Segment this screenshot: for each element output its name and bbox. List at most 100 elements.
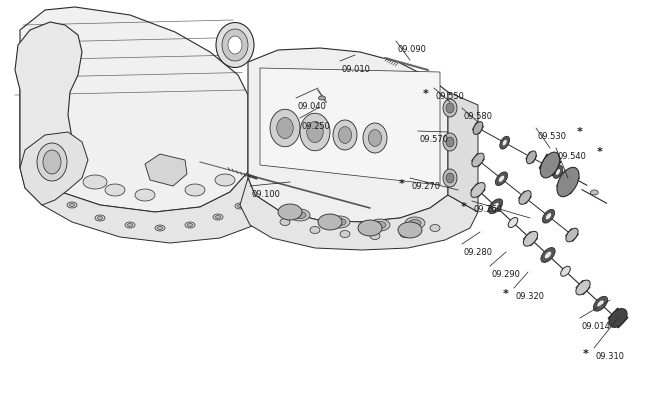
Ellipse shape bbox=[294, 212, 306, 218]
Ellipse shape bbox=[370, 232, 380, 240]
Text: *: * bbox=[583, 349, 589, 359]
Ellipse shape bbox=[542, 209, 555, 223]
Ellipse shape bbox=[155, 225, 165, 231]
Polygon shape bbox=[15, 22, 82, 168]
Polygon shape bbox=[566, 229, 578, 241]
Ellipse shape bbox=[83, 175, 107, 189]
Ellipse shape bbox=[553, 166, 563, 178]
Polygon shape bbox=[576, 280, 590, 294]
Polygon shape bbox=[557, 170, 579, 194]
Ellipse shape bbox=[502, 140, 507, 146]
Text: 09.320: 09.320 bbox=[516, 292, 545, 301]
Text: 09.040: 09.040 bbox=[298, 102, 327, 111]
Ellipse shape bbox=[278, 204, 302, 220]
Ellipse shape bbox=[370, 219, 390, 231]
Text: 09.310: 09.310 bbox=[596, 352, 625, 361]
Polygon shape bbox=[248, 48, 448, 222]
Ellipse shape bbox=[488, 199, 503, 214]
Ellipse shape bbox=[523, 231, 538, 246]
Ellipse shape bbox=[541, 248, 555, 262]
Polygon shape bbox=[20, 132, 88, 205]
Ellipse shape bbox=[500, 136, 510, 149]
Polygon shape bbox=[539, 154, 561, 176]
Ellipse shape bbox=[280, 218, 290, 226]
Ellipse shape bbox=[187, 224, 193, 226]
Ellipse shape bbox=[70, 204, 74, 206]
Ellipse shape bbox=[576, 280, 590, 295]
Text: 09.260: 09.260 bbox=[474, 205, 503, 214]
Polygon shape bbox=[145, 154, 187, 186]
Ellipse shape bbox=[67, 202, 77, 208]
Polygon shape bbox=[519, 191, 531, 204]
Text: 09.090: 09.090 bbox=[398, 45, 427, 54]
Ellipse shape bbox=[235, 203, 245, 209]
Text: 09.280: 09.280 bbox=[464, 248, 493, 257]
Ellipse shape bbox=[540, 152, 560, 178]
Polygon shape bbox=[20, 7, 248, 212]
Ellipse shape bbox=[238, 204, 243, 208]
Ellipse shape bbox=[443, 169, 457, 187]
Ellipse shape bbox=[544, 251, 551, 259]
Text: *: * bbox=[503, 289, 509, 299]
Ellipse shape bbox=[216, 22, 254, 68]
Ellipse shape bbox=[557, 167, 579, 197]
Ellipse shape bbox=[98, 216, 102, 220]
Text: *: * bbox=[461, 202, 467, 212]
Text: 09.100: 09.100 bbox=[252, 190, 281, 199]
Ellipse shape bbox=[527, 151, 536, 164]
Ellipse shape bbox=[135, 189, 155, 201]
Polygon shape bbox=[473, 122, 484, 134]
Ellipse shape bbox=[213, 214, 223, 220]
Ellipse shape bbox=[333, 120, 357, 150]
Ellipse shape bbox=[310, 226, 320, 234]
Text: 09.290: 09.290 bbox=[492, 270, 521, 279]
Text: *: * bbox=[597, 147, 603, 157]
Ellipse shape bbox=[158, 226, 163, 230]
Ellipse shape bbox=[363, 123, 387, 153]
Ellipse shape bbox=[443, 133, 457, 151]
Ellipse shape bbox=[374, 222, 386, 228]
Ellipse shape bbox=[508, 218, 518, 228]
Ellipse shape bbox=[334, 218, 346, 226]
Ellipse shape bbox=[400, 230, 410, 238]
Ellipse shape bbox=[128, 224, 133, 226]
Ellipse shape bbox=[368, 130, 381, 146]
Text: 09.014: 09.014 bbox=[582, 322, 611, 331]
Ellipse shape bbox=[270, 109, 300, 147]
Ellipse shape bbox=[593, 296, 607, 311]
Ellipse shape bbox=[318, 214, 342, 230]
Ellipse shape bbox=[105, 184, 125, 196]
Ellipse shape bbox=[290, 209, 310, 221]
Ellipse shape bbox=[125, 222, 135, 228]
Polygon shape bbox=[608, 308, 628, 328]
Ellipse shape bbox=[546, 213, 551, 220]
Text: 09.270: 09.270 bbox=[412, 182, 441, 191]
Text: 09.540: 09.540 bbox=[558, 152, 587, 161]
Text: *: * bbox=[423, 89, 429, 99]
Ellipse shape bbox=[609, 309, 627, 327]
Ellipse shape bbox=[340, 230, 350, 238]
Text: 09.570: 09.570 bbox=[420, 135, 449, 144]
Ellipse shape bbox=[590, 190, 598, 195]
Ellipse shape bbox=[95, 215, 105, 221]
Ellipse shape bbox=[566, 228, 578, 242]
Ellipse shape bbox=[471, 182, 485, 198]
Ellipse shape bbox=[499, 175, 505, 182]
Ellipse shape bbox=[446, 103, 454, 113]
Text: 09.550: 09.550 bbox=[436, 92, 465, 101]
Ellipse shape bbox=[446, 173, 454, 183]
Ellipse shape bbox=[185, 222, 195, 228]
Ellipse shape bbox=[405, 217, 425, 229]
Polygon shape bbox=[240, 178, 478, 250]
Ellipse shape bbox=[228, 36, 242, 54]
Ellipse shape bbox=[339, 126, 352, 143]
Ellipse shape bbox=[215, 174, 235, 186]
Text: 09.010: 09.010 bbox=[342, 65, 371, 74]
Ellipse shape bbox=[519, 191, 531, 204]
Ellipse shape bbox=[185, 184, 205, 196]
Ellipse shape bbox=[430, 224, 440, 232]
Ellipse shape bbox=[307, 122, 324, 142]
Ellipse shape bbox=[495, 172, 508, 186]
Ellipse shape bbox=[570, 172, 579, 177]
Ellipse shape bbox=[613, 315, 623, 325]
